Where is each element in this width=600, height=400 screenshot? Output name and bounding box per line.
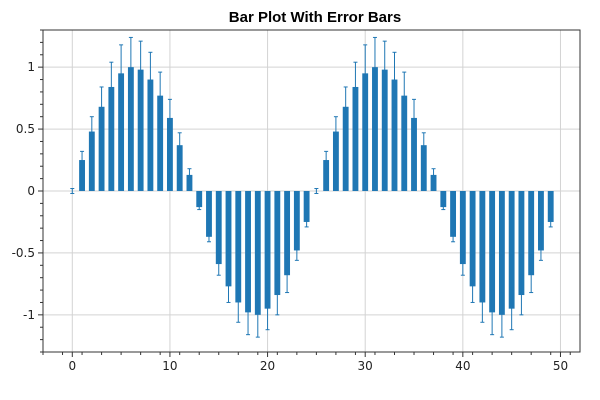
y-tick-label: -1 bbox=[23, 308, 35, 322]
bar bbox=[254, 191, 261, 315]
x-tick-label: 40 bbox=[455, 359, 470, 373]
bar bbox=[274, 191, 281, 296]
bar bbox=[332, 131, 339, 191]
bar bbox=[293, 191, 300, 251]
bar bbox=[401, 95, 408, 191]
bar bbox=[303, 191, 310, 222]
bar bbox=[362, 73, 369, 191]
bar bbox=[508, 191, 515, 309]
bar bbox=[479, 191, 486, 303]
bar bbox=[215, 191, 222, 265]
bar bbox=[469, 191, 476, 287]
bar bbox=[420, 145, 427, 191]
x-tick-label: 20 bbox=[260, 359, 275, 373]
x-tick-label: 10 bbox=[162, 359, 177, 373]
bar bbox=[127, 67, 134, 191]
bar bbox=[342, 106, 349, 191]
bar bbox=[166, 117, 173, 191]
bar bbox=[137, 69, 144, 191]
bar bbox=[323, 160, 330, 191]
bar bbox=[284, 191, 291, 276]
bar bbox=[118, 73, 125, 191]
x-tick-label: 30 bbox=[358, 359, 373, 373]
bar bbox=[176, 145, 183, 191]
bar bbox=[450, 191, 457, 237]
bar bbox=[98, 106, 105, 191]
bar bbox=[196, 191, 203, 208]
bar bbox=[79, 160, 85, 191]
bar bbox=[352, 86, 359, 191]
bar bbox=[459, 191, 466, 265]
bar bbox=[430, 174, 437, 191]
bar bbox=[206, 191, 212, 237]
bar bbox=[88, 131, 95, 191]
bar bbox=[489, 191, 496, 313]
y-tick-label: -0.5 bbox=[12, 246, 35, 260]
bar bbox=[108, 86, 115, 191]
bar bbox=[264, 191, 271, 309]
bar bbox=[391, 79, 398, 191]
bars-group bbox=[69, 67, 554, 315]
bar bbox=[518, 191, 525, 296]
bar bbox=[157, 95, 164, 191]
bar bbox=[411, 117, 417, 191]
chart-title: Bar Plot With Error Bars bbox=[229, 9, 401, 26]
bar bbox=[372, 67, 378, 191]
bar bbox=[235, 191, 242, 303]
bar bbox=[547, 191, 554, 222]
y-axis: -1 -0.5 0 0.5 1 bbox=[12, 29, 43, 353]
bar bbox=[147, 79, 154, 191]
bar bbox=[245, 191, 251, 313]
bar bbox=[528, 191, 535, 276]
y-tick-label: 0.5 bbox=[16, 122, 35, 136]
error-bars-group bbox=[70, 36, 553, 338]
bar bbox=[440, 191, 447, 208]
bar bbox=[498, 191, 505, 315]
y-tick-label: 0 bbox=[27, 184, 35, 198]
x-axis: 0 10 20 30 40 50 bbox=[42, 352, 571, 373]
bar bbox=[225, 191, 232, 287]
bar bbox=[381, 69, 388, 191]
y-tick-label: 1 bbox=[27, 60, 35, 74]
bar bbox=[538, 191, 544, 251]
bar bbox=[186, 174, 193, 191]
x-tick-label: 50 bbox=[553, 359, 568, 373]
x-tick-label: 0 bbox=[68, 359, 76, 373]
